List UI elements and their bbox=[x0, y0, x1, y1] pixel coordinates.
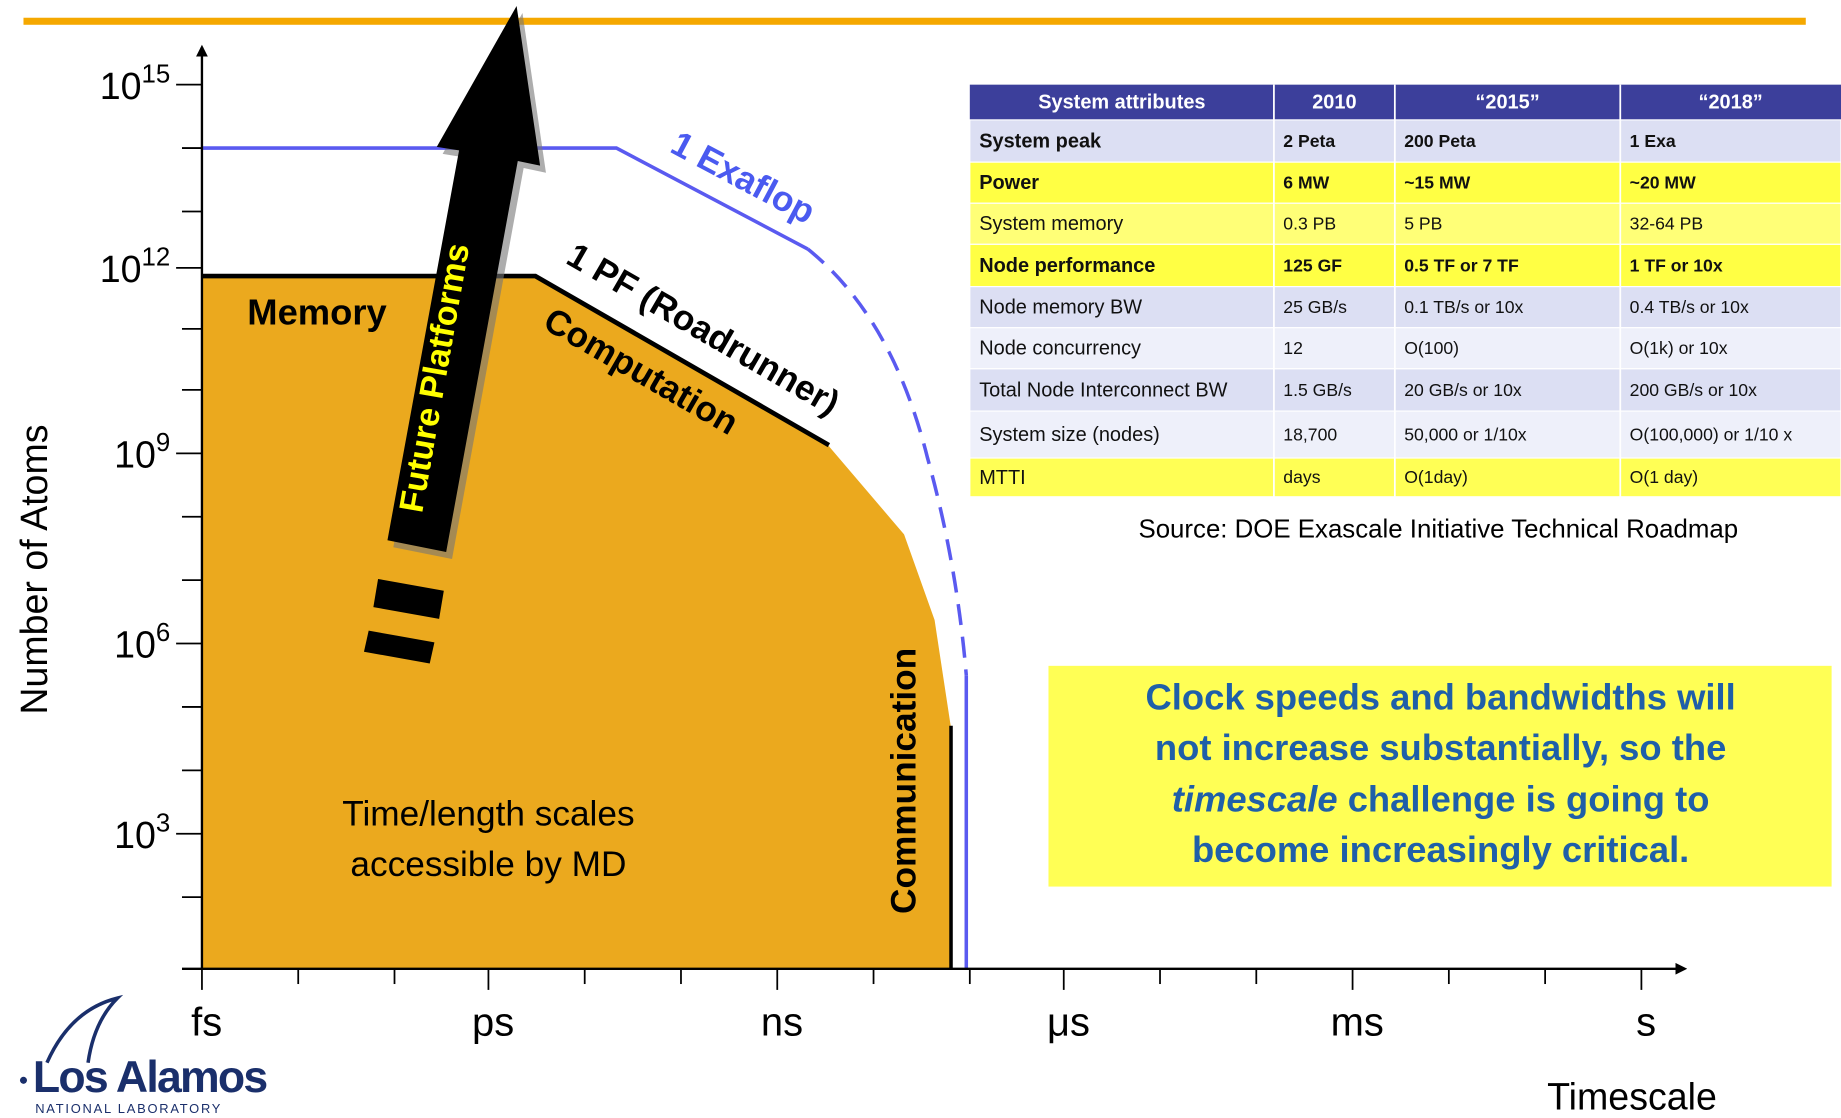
table-cell: O(1k) or 10x bbox=[1630, 338, 1728, 358]
x-tick-label: s bbox=[1636, 1001, 1656, 1045]
table-header: “2015” bbox=[1475, 92, 1539, 114]
table-cell: 200 GB/s or 10x bbox=[1630, 380, 1757, 400]
table-cell: O(100,000) or 1/10 x bbox=[1630, 424, 1793, 444]
callout-line: not increase substantially, so the bbox=[1155, 727, 1726, 768]
attributes-table: System attributes 2010 “2015” “2018” System … bbox=[970, 85, 1841, 497]
md-label: accessible by MD bbox=[350, 845, 626, 884]
table-cell: MTTI bbox=[979, 467, 1026, 489]
table-cell: 125 GF bbox=[1283, 255, 1342, 275]
table-cell: 12 bbox=[1283, 338, 1303, 358]
table-cell: 5 PB bbox=[1404, 214, 1442, 234]
table-cell: System memory bbox=[979, 213, 1123, 235]
top-rule bbox=[23, 18, 1805, 25]
callout-line: timescale challenge is going to bbox=[1172, 778, 1710, 819]
x-axis-label: Timescale bbox=[1547, 1076, 1717, 1118]
y-tick-label: 106 bbox=[114, 619, 170, 665]
table-cell: Node performance bbox=[979, 255, 1155, 277]
table-cell: 0.4 TB/s or 10x bbox=[1630, 297, 1749, 317]
y-tick-label: 103 bbox=[114, 809, 170, 855]
logo-dot bbox=[20, 1077, 27, 1084]
y-tick-exp: 9 bbox=[156, 429, 170, 457]
table-header: 2010 bbox=[1312, 92, 1356, 114]
table-cell: 32-64 PB bbox=[1630, 214, 1703, 234]
y-tick-base: 10 bbox=[114, 814, 156, 856]
table-source: Source: DOE Exascale Initiative Technica… bbox=[1138, 516, 1738, 544]
table-cell: O(1day) bbox=[1404, 467, 1468, 487]
x-tick-label: ms bbox=[1331, 1001, 1384, 1045]
table-cell: days bbox=[1283, 467, 1320, 487]
x-tick-label: fs bbox=[191, 1001, 222, 1045]
y-tick-exp: 12 bbox=[142, 243, 171, 271]
table-cell: O(100) bbox=[1404, 338, 1459, 358]
table-cell: O(1 day) bbox=[1630, 467, 1699, 487]
x-tick-label: ns bbox=[761, 1001, 803, 1045]
table-cell: 20 GB/s or 10x bbox=[1404, 380, 1522, 400]
communication-label: Communication bbox=[885, 648, 924, 914]
table-cell: 0.5 TF or 7 TF bbox=[1404, 255, 1519, 275]
memory-label: Memory bbox=[247, 291, 387, 332]
table-header: System attributes bbox=[1038, 92, 1205, 114]
y-tick-base: 10 bbox=[100, 248, 142, 290]
x-tick-label: ps bbox=[472, 1001, 514, 1045]
table-cell: 200 Peta bbox=[1404, 131, 1476, 151]
y-tick-label: 109 bbox=[114, 429, 170, 475]
table-cell: 18,700 bbox=[1283, 424, 1337, 444]
table-header: “2018” bbox=[1698, 92, 1762, 114]
table-cell: Total Node Interconnect BW bbox=[979, 379, 1227, 401]
callout-line: Clock speeds and bandwidths will bbox=[1146, 676, 1736, 717]
md-label: Time/length scales bbox=[342, 794, 634, 833]
y-tick-label: 1012 bbox=[100, 243, 171, 289]
table-cell: ~15 MW bbox=[1404, 173, 1470, 193]
logo-name: Los Alamos bbox=[33, 1053, 267, 1102]
table-cell: 0.3 PB bbox=[1283, 214, 1336, 234]
y-tick-base: 10 bbox=[114, 433, 156, 475]
callout-rest: challenge is going to bbox=[1338, 778, 1710, 819]
y-tick-exp: 6 bbox=[156, 619, 170, 647]
table-cell: 6 MW bbox=[1283, 173, 1329, 193]
y-tick-base: 10 bbox=[100, 65, 142, 107]
logo-sub: NATIONAL LABORATORY bbox=[35, 1101, 222, 1116]
table-cell: 50,000 or 1/10x bbox=[1404, 424, 1527, 444]
y-tick-base: 10 bbox=[114, 624, 156, 666]
table-cell: System peak bbox=[979, 130, 1102, 152]
table-cell: Power bbox=[979, 172, 1039, 194]
table-cell: Node concurrency bbox=[979, 338, 1141, 360]
x-tick-label: μs bbox=[1047, 1001, 1090, 1045]
table-cell: 2 Peta bbox=[1283, 131, 1335, 151]
y-tick-label: 1015 bbox=[100, 60, 171, 106]
y-tick-exp: 15 bbox=[142, 60, 171, 88]
table-cell: System size (nodes) bbox=[979, 424, 1160, 446]
y-tick-exp: 3 bbox=[156, 809, 170, 837]
table-cell: 1 Exa bbox=[1630, 131, 1676, 151]
table-cell: 1 TF or 10x bbox=[1630, 255, 1723, 275]
slide: Number of Atoms Timescale Future Platfor… bbox=[0, 0, 1841, 1118]
table-cell: 1.5 GB/s bbox=[1283, 380, 1352, 400]
y-axis-label: Number of Atoms bbox=[13, 424, 55, 714]
table-cell: 0.1 TB/s or 10x bbox=[1404, 297, 1523, 317]
callout-emphasis: timescale bbox=[1172, 778, 1338, 819]
table-cell: Node memory BW bbox=[979, 297, 1142, 319]
table-cell: ~20 MW bbox=[1630, 173, 1696, 193]
callout-line: become increasingly critical. bbox=[1192, 829, 1689, 870]
table-cell: 25 GB/s bbox=[1283, 297, 1347, 317]
page: Number of Atoms Timescale Future Platfor… bbox=[0, 0, 1841, 1118]
